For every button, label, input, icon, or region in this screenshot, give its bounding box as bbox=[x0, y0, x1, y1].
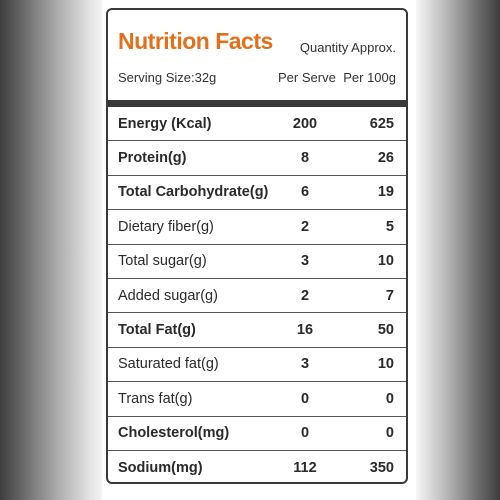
column-header-per-serve: Per Serve bbox=[278, 70, 336, 85]
nutrient-name: Total sugar(g) bbox=[118, 253, 207, 270]
nutrient-name: Saturated fat(g) bbox=[118, 356, 219, 373]
thick-divider bbox=[108, 100, 406, 107]
table-row: Total sugar(g) 3 10 bbox=[108, 245, 406, 279]
per-100g-value: 625 bbox=[369, 115, 394, 132]
nutrient-name: Total Fat(g) bbox=[118, 322, 196, 339]
nutrient-name: Energy (Kcal) bbox=[118, 115, 212, 132]
per-100g-value: 19 bbox=[377, 184, 394, 201]
table-row: Saturated fat(g) 3 10 bbox=[108, 348, 406, 383]
table-row: Dietary fiber(g) 2 5 bbox=[108, 210, 406, 245]
nutrient-name: Dietary fiber(g) bbox=[118, 218, 214, 235]
per-serve-value: 3 bbox=[300, 253, 310, 270]
per-serve-value: 0 bbox=[300, 425, 310, 442]
per-serve-value: 8 bbox=[300, 150, 310, 167]
per-100g-value: 10 bbox=[377, 356, 394, 373]
nutrition-label: Nutrition Facts Quantity Approx. Serving… bbox=[102, 0, 416, 500]
nutrient-name: Sodium(mg) bbox=[118, 460, 203, 477]
package-shadow-left bbox=[0, 0, 102, 500]
table-row: Protein(g) 8 26 bbox=[108, 141, 406, 176]
table-row: Cholesterol(mg) 0 0 bbox=[108, 417, 406, 451]
per-serve-value: 6 bbox=[300, 184, 310, 201]
table-row: Trans fat(g) 0 0 bbox=[108, 382, 406, 417]
table-row: Sodium(mg) 112 350 bbox=[108, 451, 406, 485]
per-serve-value: 2 bbox=[300, 218, 310, 235]
table-row: Total Fat(g) 16 50 bbox=[108, 313, 406, 348]
table-row: Total Carbohydrate(g) 6 19 bbox=[108, 176, 406, 211]
nutrient-name: Total Carbohydrate(g) bbox=[118, 184, 269, 201]
table-row: Added sugar(g) 2 7 bbox=[108, 279, 406, 314]
per-100g-value: 50 bbox=[377, 322, 394, 339]
per-serve-value: 16 bbox=[296, 322, 314, 339]
per-100g-value: 7 bbox=[385, 287, 394, 304]
package-shadow-right bbox=[416, 0, 500, 500]
per-100g-value: 5 bbox=[385, 218, 394, 235]
column-header-per-100g: Per 100g bbox=[343, 70, 396, 85]
per-100g-value: 0 bbox=[385, 425, 394, 442]
table-row: Energy (Kcal) 200 625 bbox=[108, 107, 406, 142]
nutrient-name: Protein(g) bbox=[118, 150, 187, 167]
serving-size: Serving Size:32g bbox=[118, 70, 217, 85]
nutrition-facts-panel: Nutrition Facts Quantity Approx. Serving… bbox=[106, 8, 408, 484]
nutrient-name: Cholesterol(mg) bbox=[118, 425, 230, 442]
nutrient-name: Added sugar(g) bbox=[118, 287, 218, 304]
per-serve-value: 112 bbox=[293, 460, 317, 477]
per-serve-value: 3 bbox=[300, 356, 310, 373]
per-100g-value: 26 bbox=[377, 150, 394, 167]
per-serve-value: 0 bbox=[300, 390, 310, 407]
nutrient-table: Energy (Kcal) 200 625 Protein(g) 8 26 Total Ca… bbox=[108, 107, 406, 485]
nutrient-name: Trans fat(g) bbox=[118, 390, 193, 407]
per-100g-value: 0 bbox=[385, 390, 394, 407]
per-100g-value: 350 bbox=[369, 460, 394, 477]
quantity-note: Quantity Approx. bbox=[299, 40, 396, 55]
per-100g-value: 10 bbox=[377, 253, 394, 270]
per-serve-value: 200 bbox=[292, 115, 318, 132]
nutrition-facts-title: Nutrition Facts bbox=[118, 28, 273, 54]
per-serve-value: 2 bbox=[300, 287, 310, 304]
serving-header-row: Serving Size:32g Per Serve Per 100g bbox=[118, 70, 396, 90]
